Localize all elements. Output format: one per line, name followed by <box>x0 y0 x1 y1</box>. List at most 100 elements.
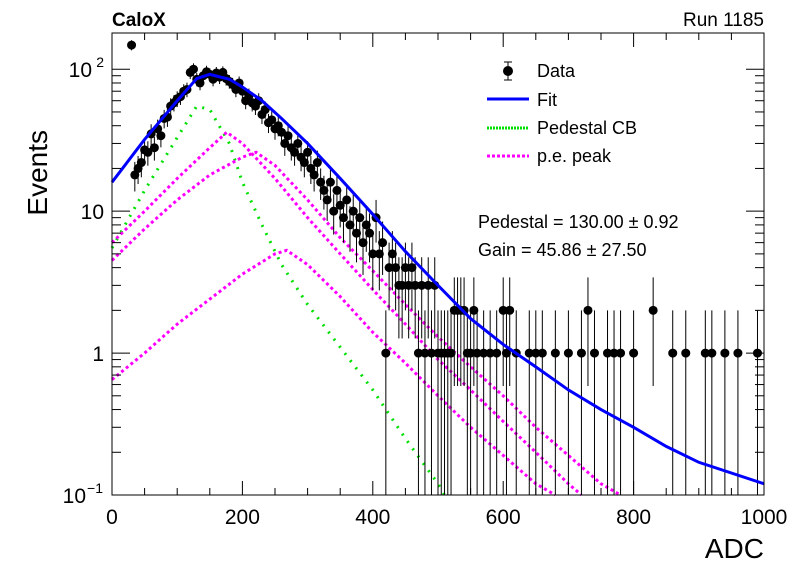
x-tick-label: 600 <box>486 506 521 529</box>
data-point <box>472 348 482 358</box>
data-point <box>426 348 436 358</box>
data-point <box>384 263 394 273</box>
data-point <box>368 249 378 259</box>
data-point <box>524 348 534 358</box>
data-point <box>378 238 388 248</box>
legend-entry-data: Data <box>503 61 576 81</box>
data-point <box>505 305 515 315</box>
data-point <box>537 348 547 358</box>
run-label: Run 1185 <box>683 10 764 31</box>
data-point <box>322 195 332 205</box>
data-point <box>589 348 599 358</box>
data-point <box>280 138 290 148</box>
data-point <box>149 143 159 153</box>
fit-curve <box>110 72 765 486</box>
x-tick-label: 1000 <box>741 506 788 529</box>
data-point <box>466 348 476 358</box>
data-point <box>648 305 658 315</box>
data-point <box>469 305 479 315</box>
y-tick-label-exponent: −1 <box>87 480 103 496</box>
data-point <box>299 158 309 168</box>
data-point <box>332 185 342 195</box>
data-point <box>338 213 348 223</box>
data-point <box>319 185 329 195</box>
data-point <box>365 228 375 238</box>
data-point <box>391 263 401 273</box>
data-point <box>707 348 717 358</box>
data-point <box>485 348 495 358</box>
data-point <box>381 348 391 358</box>
data-point <box>316 177 326 187</box>
y-tick-label: 10 <box>69 59 92 82</box>
data-point <box>629 348 639 358</box>
data-point <box>550 348 560 358</box>
pe-peak-curve-3 <box>111 248 557 497</box>
data-point <box>345 220 355 230</box>
data-point <box>501 348 511 358</box>
legend-label-fit: Fit <box>537 90 557 110</box>
data-point <box>563 348 573 358</box>
data-point <box>329 206 339 216</box>
gain-result: Gain = 45.86 ± 27.50 <box>478 240 647 260</box>
data-point <box>400 263 410 273</box>
data-point <box>603 348 613 358</box>
experiment-label: CaloX <box>112 10 166 31</box>
data-point <box>156 131 166 141</box>
legend-label-pe: p.e. peak <box>537 146 612 166</box>
x-tick-label: 800 <box>616 506 651 529</box>
legend: Data Fit Pedestal CB p.e. peak <box>487 61 637 166</box>
legend-label-pedestal: Pedestal CB <box>537 118 637 138</box>
data-point <box>404 280 414 290</box>
data-point <box>358 238 368 248</box>
y-tick-label: 1 <box>92 343 104 366</box>
data-point <box>189 64 198 74</box>
data-point <box>733 348 743 358</box>
data-point <box>136 158 146 168</box>
data-point <box>312 158 322 168</box>
x-tick-label: 400 <box>355 506 390 529</box>
data-point <box>498 305 508 315</box>
data-point <box>355 213 365 223</box>
x-tick-label: 200 <box>225 506 260 529</box>
pedestal-result: Pedestal = 130.00 ± 0.92 <box>478 212 679 232</box>
data-point <box>616 348 626 358</box>
y-tick-label: 10 <box>81 201 104 224</box>
x-tick-label: 0 <box>106 506 118 529</box>
legend-entry-pe: p.e. peak <box>487 146 612 166</box>
data-point <box>361 220 371 230</box>
data-point <box>195 78 205 88</box>
data-point <box>309 170 319 180</box>
pe-peak-curve-1 <box>110 130 583 497</box>
legend-entry-pedestal: Pedestal CB <box>487 118 637 138</box>
data-point <box>423 280 433 290</box>
data-point <box>283 131 293 141</box>
data-point <box>352 228 361 238</box>
data-point <box>290 147 300 157</box>
data-point <box>681 348 691 358</box>
y-tick-label: 10 <box>63 485 86 508</box>
data-point <box>293 138 303 148</box>
data-point <box>143 147 153 157</box>
y-axis-title: Events <box>22 130 53 216</box>
data-point <box>397 280 407 290</box>
data-point <box>583 305 593 315</box>
data-point <box>420 348 430 358</box>
data-point <box>410 280 420 290</box>
data-point <box>609 348 619 358</box>
data-point <box>303 147 313 157</box>
data-point <box>446 348 456 358</box>
data-point <box>417 280 427 290</box>
data-point <box>325 177 335 187</box>
data-point <box>407 263 417 273</box>
data-point <box>127 40 137 50</box>
data-point <box>387 249 397 259</box>
data-point <box>576 348 586 358</box>
data-point <box>720 348 730 358</box>
data-point <box>479 348 489 358</box>
data-point <box>413 348 423 358</box>
series-layer <box>110 40 765 497</box>
data-point <box>668 348 678 358</box>
data-point <box>348 206 358 216</box>
